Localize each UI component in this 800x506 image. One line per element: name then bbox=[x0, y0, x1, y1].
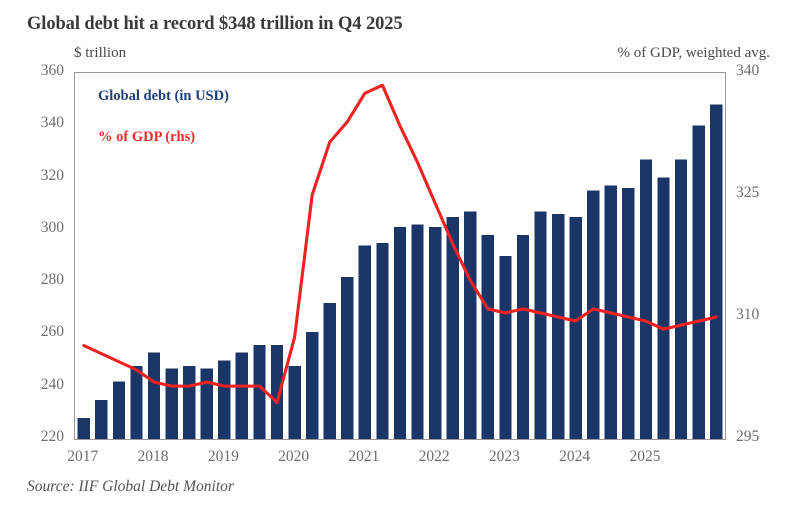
bar bbox=[130, 365, 143, 439]
bar bbox=[288, 365, 301, 439]
bar bbox=[446, 216, 459, 439]
bar bbox=[428, 227, 442, 439]
plot-canvas bbox=[77, 83, 723, 439]
x-axis-tick-2017: 2017 bbox=[67, 448, 99, 465]
bar bbox=[481, 235, 494, 439]
left-axis-unit-label: $ trillion bbox=[74, 45, 127, 61]
bar bbox=[235, 352, 249, 439]
bar bbox=[112, 381, 126, 439]
bar bbox=[218, 360, 231, 439]
left-axis-tick-340: 340 bbox=[40, 114, 64, 132]
bar bbox=[411, 224, 424, 439]
plot-area bbox=[74, 72, 726, 440]
bar bbox=[516, 235, 530, 439]
right-axis-tick-340: 340 bbox=[736, 62, 760, 79]
x-axis-tick-2018: 2018 bbox=[137, 448, 169, 465]
right-axis-tick-310: 310 bbox=[736, 306, 760, 323]
x-axis-tick-2025: 2025 bbox=[629, 448, 661, 465]
bar bbox=[341, 276, 354, 439]
legend-item-pct-gdp: % of GDP (rhs) bbox=[98, 129, 196, 145]
left-axis-tick-240: 240 bbox=[40, 375, 64, 393]
x-axis-tick-2020: 2020 bbox=[278, 448, 310, 465]
bar bbox=[358, 245, 372, 439]
bar bbox=[499, 256, 512, 439]
left-axis-tick-260: 260 bbox=[40, 323, 64, 341]
x-axis-tick-2021: 2021 bbox=[348, 448, 380, 465]
line-path bbox=[82, 83, 718, 404]
left-axis-tick-280: 280 bbox=[40, 271, 64, 289]
left-axis-tick-360: 360 bbox=[40, 62, 64, 79]
right-axis-tick-295: 295 bbox=[736, 428, 760, 445]
bar bbox=[323, 303, 336, 439]
bar bbox=[270, 344, 284, 439]
bar bbox=[692, 125, 705, 439]
line-series-pct-gdp bbox=[82, 83, 718, 404]
bar bbox=[639, 159, 653, 439]
x-axis-tick-2023: 2023 bbox=[488, 448, 520, 465]
left-axis-tick-320: 320 bbox=[40, 166, 64, 184]
bar-series-global-debt bbox=[77, 104, 723, 439]
left-axis-tick-220: 220 bbox=[40, 428, 64, 445]
bar bbox=[464, 211, 477, 439]
bar bbox=[587, 190, 600, 439]
bar bbox=[376, 242, 389, 439]
bar bbox=[253, 344, 266, 439]
bar bbox=[147, 352, 161, 439]
bar bbox=[622, 188, 635, 439]
x-axis-tick-2022: 2022 bbox=[418, 448, 450, 465]
right-axis-tick-325: 325 bbox=[736, 184, 760, 201]
source-note: Source: IIF Global Debt Monitor bbox=[27, 478, 234, 495]
bar bbox=[306, 331, 319, 439]
bar bbox=[674, 159, 688, 439]
x-axis-tick-2019: 2019 bbox=[207, 448, 239, 465]
legend-item-global-debt: Global debt (in USD) bbox=[98, 88, 229, 104]
bar bbox=[95, 399, 108, 439]
bar bbox=[551, 214, 565, 439]
left-axis-tick-300: 300 bbox=[40, 218, 64, 236]
chart-title: Global debt hit a record $348 trillion i… bbox=[27, 14, 403, 34]
bar bbox=[393, 227, 407, 439]
bar bbox=[569, 216, 582, 439]
bar bbox=[534, 211, 547, 439]
x-axis-tick-2024: 2024 bbox=[559, 448, 591, 465]
bar bbox=[657, 177, 670, 439]
bar bbox=[710, 104, 723, 439]
bar bbox=[165, 368, 178, 439]
right-axis-unit-label: % of GDP, weighted avg. bbox=[617, 45, 770, 61]
bar bbox=[200, 368, 213, 439]
bar bbox=[77, 418, 90, 439]
bar bbox=[183, 365, 196, 439]
